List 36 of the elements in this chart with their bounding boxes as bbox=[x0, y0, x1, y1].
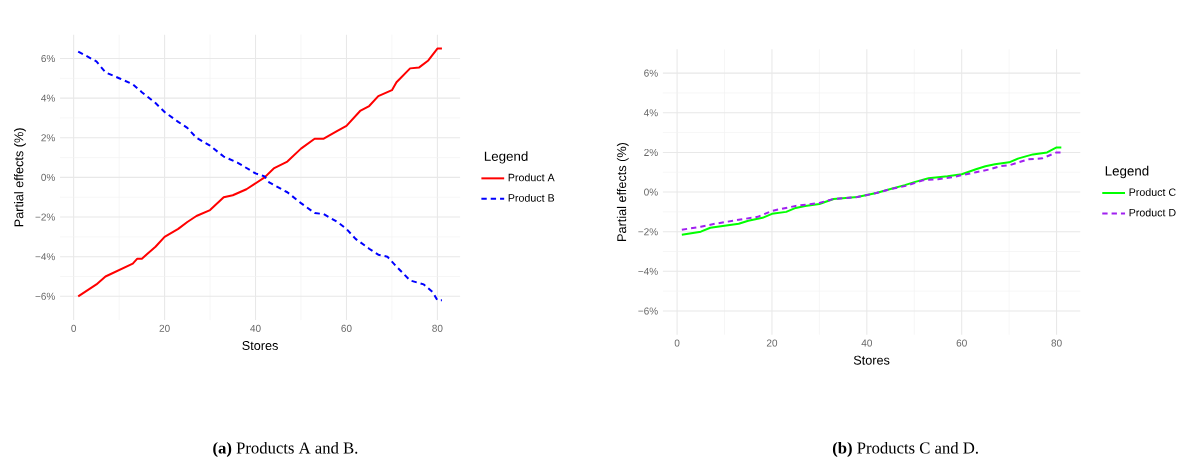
y-axis-title: Partial effects (%) bbox=[616, 142, 629, 241]
y-tick-label: 4% bbox=[41, 94, 55, 102]
legend-title: Legend bbox=[484, 151, 528, 164]
y-tick-label: 0% bbox=[41, 173, 55, 181]
x-tick-label: 80 bbox=[432, 324, 443, 332]
y-tick-label: 2% bbox=[644, 148, 658, 156]
x-tick-label: 20 bbox=[159, 324, 170, 332]
legend-label: Product D bbox=[1129, 208, 1176, 217]
y-tick-label: −4% bbox=[35, 253, 55, 261]
x-axis-title: Stores bbox=[242, 340, 278, 350]
text: (a) Products A and B. bbox=[213, 441, 358, 457]
legend-title: Legend bbox=[1105, 165, 1149, 179]
y-tick-label: 6% bbox=[644, 69, 658, 77]
legend-label: Product B bbox=[508, 193, 555, 202]
legend-label: Product C bbox=[1129, 188, 1176, 196]
y-tick-label: 0% bbox=[644, 188, 658, 196]
x-tick-label: 0 bbox=[71, 324, 77, 332]
y-tick-label: −4% bbox=[638, 267, 658, 275]
x-tick-label: 60 bbox=[956, 339, 967, 347]
x-tick-label: 0 bbox=[674, 339, 680, 347]
x-tick-label: 40 bbox=[861, 339, 872, 347]
legend-label: Product A bbox=[508, 173, 555, 182]
y-tick-label: −6% bbox=[35, 292, 55, 300]
y-tick-label: 2% bbox=[41, 134, 55, 142]
y-tick-label: −2% bbox=[35, 213, 55, 221]
x-tick-label: 40 bbox=[250, 324, 261, 332]
y-tick-label: 6% bbox=[41, 54, 55, 62]
x-tick-label: 80 bbox=[1051, 339, 1062, 347]
y-tick-label: 4% bbox=[643, 109, 658, 117]
y-tick-label: −2% bbox=[638, 228, 658, 236]
text: (b) Products C and D. bbox=[832, 441, 978, 457]
y-axis-title: Partial effects (%) bbox=[14, 128, 26, 227]
x-axis-title: Stores bbox=[853, 355, 890, 365]
y-tick-label: −6% bbox=[638, 307, 658, 315]
x-tick-label: 60 bbox=[341, 324, 352, 332]
x-tick-label: 20 bbox=[766, 339, 778, 347]
